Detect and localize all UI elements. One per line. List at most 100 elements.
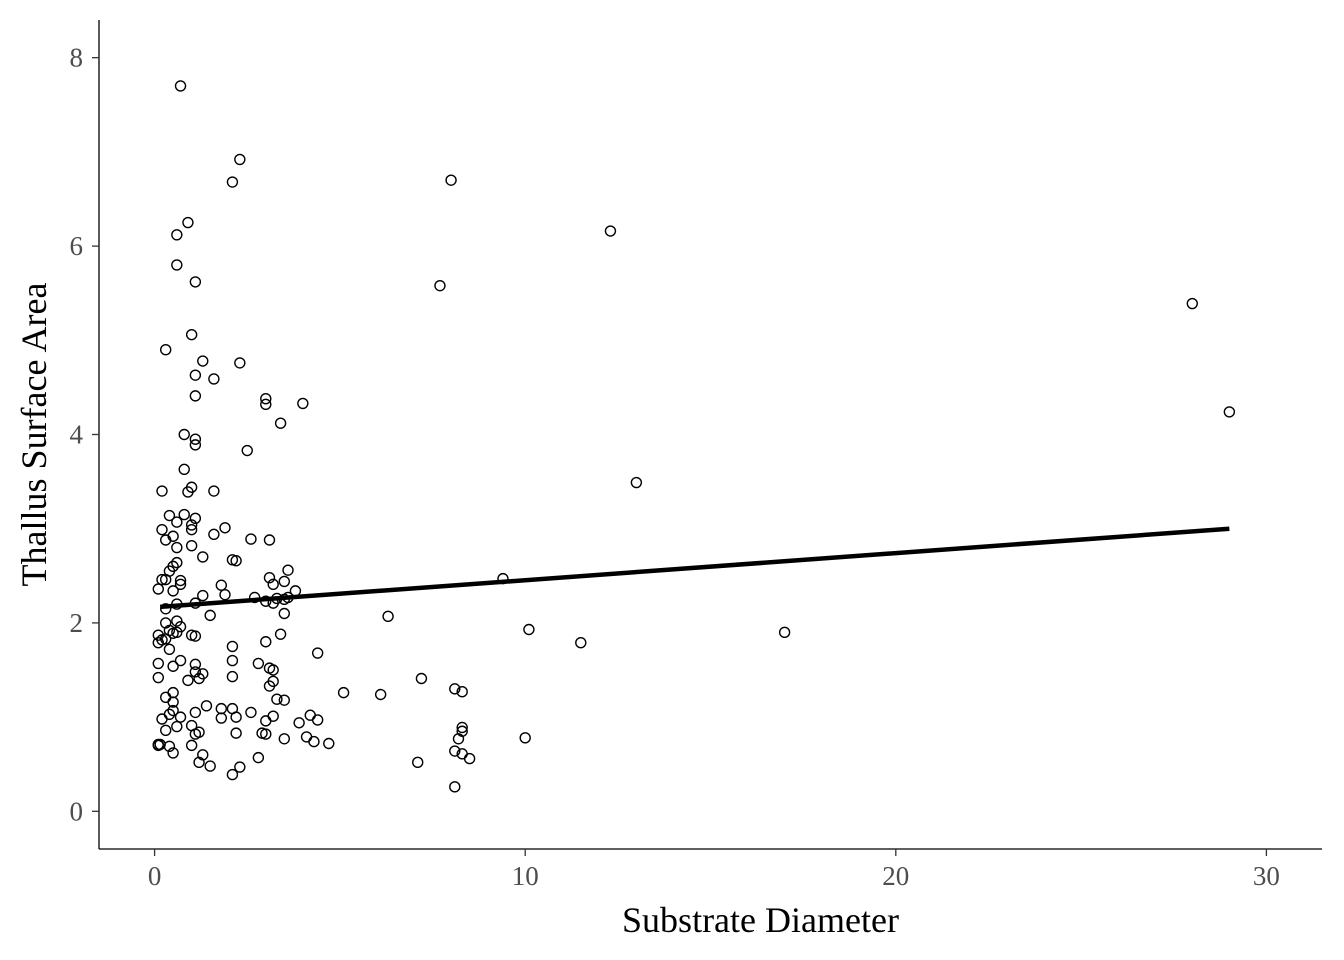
data-point (415, 672, 428, 685)
data-point (449, 781, 461, 793)
data-point (189, 433, 202, 445)
data-point (174, 654, 187, 667)
data-point (200, 700, 213, 712)
trend-line (159, 526, 1230, 610)
data-point (337, 686, 350, 699)
axes (92, 20, 1322, 856)
data-point (152, 583, 164, 595)
data-point (160, 691, 172, 704)
data-point (167, 696, 179, 708)
data-point (234, 153, 246, 166)
data-point (252, 657, 265, 670)
data-point (282, 564, 294, 576)
y-tick-label: 8 (70, 43, 84, 73)
data-point (204, 609, 216, 622)
data-point (178, 463, 190, 476)
data-point (304, 709, 316, 721)
data-point (274, 417, 287, 429)
data-point (171, 556, 183, 569)
data-point (260, 398, 272, 411)
data-point (185, 523, 198, 536)
data-point (171, 615, 183, 627)
data-point (182, 674, 194, 687)
data-point (185, 328, 198, 341)
data-point (234, 761, 246, 773)
data-point (163, 740, 176, 753)
data-point (208, 373, 220, 385)
data-point (189, 630, 202, 642)
data-point (156, 573, 168, 586)
data-point (178, 428, 190, 441)
data-point (449, 745, 461, 757)
data-point (234, 357, 246, 369)
data-point (204, 760, 216, 772)
data-point (630, 476, 643, 489)
data-point (226, 768, 239, 781)
data-point (226, 176, 239, 188)
data-point (226, 640, 239, 653)
data-point (174, 711, 187, 723)
x-tick-label: 20 (882, 861, 909, 891)
data-point (271, 693, 283, 705)
data-point (267, 664, 279, 676)
data-point (156, 485, 168, 497)
data-point (185, 519, 198, 531)
data-point (171, 259, 183, 271)
data-point (297, 397, 309, 410)
data-point (163, 509, 176, 522)
data-point (182, 486, 194, 498)
data-point (323, 737, 335, 750)
data-point (245, 706, 257, 719)
data-point (311, 647, 324, 659)
data-point (156, 523, 168, 536)
data-point (274, 628, 287, 640)
data-point (197, 355, 209, 367)
data-point (174, 80, 187, 92)
data-point (182, 216, 194, 229)
data-point (604, 225, 617, 237)
tick-labels: 0 10 20 30 0 2 4 6 8 (70, 43, 1280, 891)
data-point (167, 747, 179, 759)
x-axis-title: Substrate Diameter (622, 900, 899, 940)
data-point (189, 390, 202, 402)
data-point (185, 739, 198, 752)
data-point (174, 574, 187, 587)
data-point (230, 555, 242, 567)
data-point (456, 721, 468, 734)
data-points (152, 80, 1236, 793)
data-point (449, 683, 461, 695)
data-point (171, 516, 183, 528)
data-point (219, 588, 231, 601)
data-point (445, 174, 457, 186)
data-point (197, 589, 209, 602)
data-point (171, 720, 183, 733)
data-point (189, 706, 202, 719)
data-point (308, 735, 320, 748)
data-point (167, 660, 179, 672)
y-axis-title: Thallus Surface Area (14, 283, 54, 587)
data-point (167, 585, 179, 597)
x-tick-label: 30 (1253, 861, 1280, 891)
data-point (519, 732, 531, 744)
data-point (171, 541, 183, 554)
data-point (1223, 406, 1236, 418)
data-point (1186, 297, 1198, 310)
data-point (263, 680, 276, 692)
data-point (456, 685, 468, 698)
data-point (167, 704, 179, 717)
data-point (152, 671, 164, 684)
data-point (167, 627, 179, 639)
data-point (193, 672, 205, 685)
y-tick-label: 0 (70, 796, 84, 826)
data-point (208, 485, 220, 497)
data-point (189, 666, 202, 678)
data-point (215, 702, 228, 715)
data-point (197, 551, 209, 563)
data-point (267, 710, 279, 722)
data-point (293, 717, 305, 729)
data-point (575, 636, 587, 649)
data-point (189, 439, 202, 451)
y-tick-label: 2 (70, 608, 84, 638)
data-point (226, 654, 239, 667)
data-point (193, 756, 205, 769)
